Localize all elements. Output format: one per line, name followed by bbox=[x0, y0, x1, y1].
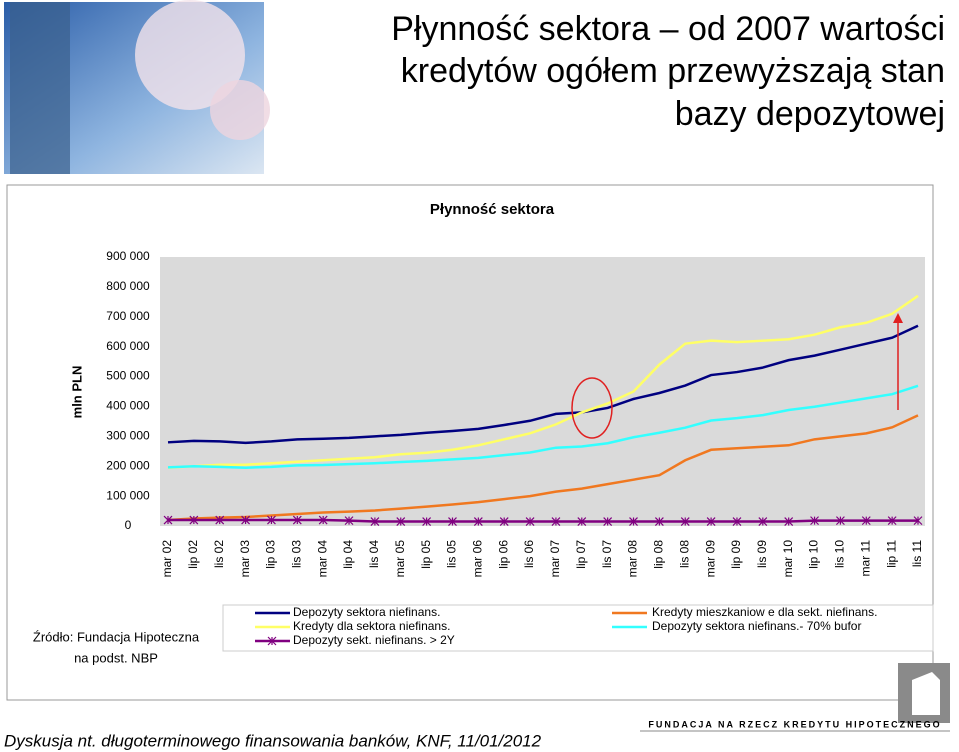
y-tick-label: 400 000 bbox=[106, 399, 150, 413]
legend bbox=[222, 604, 934, 652]
plot-area bbox=[160, 257, 925, 526]
x-tick-label: lip 04 bbox=[341, 540, 355, 569]
x-tick-label: lip 06 bbox=[496, 540, 510, 569]
x-tick-label: lis 02 bbox=[212, 540, 226, 568]
series-marker bbox=[163, 515, 173, 525]
x-tick-label: mar 10 bbox=[781, 540, 795, 578]
series-marker bbox=[551, 517, 561, 526]
series-marker bbox=[577, 517, 587, 526]
series-marker bbox=[215, 515, 225, 525]
series-line bbox=[167, 414, 919, 522]
series-marker bbox=[370, 517, 380, 526]
footer: Dyskusja nt. długoterminowego finansowan… bbox=[4, 731, 542, 750]
series-marker bbox=[861, 516, 871, 526]
series-line bbox=[167, 294, 919, 469]
legend-label: Depozyty sektora niefinans.- 70% bufor bbox=[652, 619, 861, 633]
series-marker bbox=[810, 516, 819, 526]
y-tick-label: 300 000 bbox=[106, 429, 150, 443]
series-marker bbox=[292, 515, 302, 525]
series-marker bbox=[499, 517, 509, 526]
series-marker bbox=[473, 517, 483, 526]
x-tick-label: mar 11 bbox=[858, 540, 872, 577]
source-note: na podst. NBP bbox=[74, 650, 158, 665]
series-marker bbox=[835, 516, 845, 526]
legend-marker bbox=[267, 636, 277, 646]
x-tick-label: mar 08 bbox=[626, 540, 640, 578]
series-line bbox=[168, 518, 918, 523]
slide-title: Płynność sektora – od 2007 wartości bbox=[391, 10, 945, 48]
photo-blossom bbox=[210, 80, 270, 140]
y-tick-label: 100 000 bbox=[106, 488, 150, 502]
legend-label: Kredyty dla sektora niefinans. bbox=[293, 619, 450, 633]
x-tick-label: lip 10 bbox=[807, 540, 821, 569]
x-tick-label: lis 07 bbox=[600, 540, 614, 568]
series-line bbox=[167, 324, 919, 445]
legend-label: Depozyty sektora niefinans. bbox=[293, 605, 440, 619]
series-line bbox=[167, 384, 919, 469]
x-tick-label: mar 06 bbox=[471, 540, 485, 578]
y-tick-label: 500 000 bbox=[106, 369, 150, 383]
x-tick-label: lip 03 bbox=[264, 540, 278, 569]
highlight-circle bbox=[571, 377, 613, 439]
photo-blossom bbox=[135, 0, 245, 110]
x-tick-label: lis 10 bbox=[833, 540, 847, 568]
series-marker bbox=[758, 517, 768, 526]
y-axis-label: mln PLN bbox=[69, 366, 84, 419]
legend-label: Depozyty sekt. niefinans. > 2Y bbox=[293, 633, 455, 647]
slide-title: kredytów ogółem przewyższają stan bbox=[401, 52, 945, 90]
series-marker bbox=[448, 517, 457, 526]
x-tick-label: lis 03 bbox=[289, 540, 303, 568]
x-tick-label: lip 07 bbox=[574, 540, 588, 569]
series-marker bbox=[422, 517, 432, 526]
x-tick-label: lip 02 bbox=[186, 540, 200, 569]
x-tick-label: lip 11 bbox=[884, 540, 898, 568]
x-tick-label: mar 04 bbox=[315, 540, 329, 578]
y-tick-label: 900 000 bbox=[106, 249, 150, 263]
x-tick-label: mar 03 bbox=[238, 540, 252, 578]
series-marker bbox=[887, 516, 897, 526]
x-tick-label: mar 09 bbox=[703, 540, 717, 578]
series-marker bbox=[784, 517, 794, 526]
series-marker bbox=[267, 515, 276, 525]
x-tick-label: lis 06 bbox=[522, 540, 536, 568]
x-tick-label: lis 11 bbox=[910, 540, 924, 567]
series-marker bbox=[603, 517, 613, 526]
source-note: Źródło: Fundacja Hipoteczna bbox=[33, 629, 200, 644]
x-tick-label: lis 04 bbox=[367, 540, 381, 568]
series-marker bbox=[654, 517, 664, 526]
series-marker bbox=[396, 517, 406, 526]
series-marker bbox=[732, 517, 742, 526]
x-tick-label: lip 05 bbox=[419, 540, 433, 569]
series-marker bbox=[913, 516, 923, 526]
y-tick-label: 800 000 bbox=[106, 279, 150, 293]
x-tick-label: lis 05 bbox=[445, 540, 459, 568]
series-marker bbox=[706, 517, 716, 526]
slide-title: bazy depozytowej bbox=[675, 95, 945, 133]
x-tick-label: mar 05 bbox=[393, 540, 407, 578]
photo-building bbox=[10, 2, 70, 174]
x-tick-label: mar 02 bbox=[160, 540, 174, 578]
series-marker bbox=[680, 517, 690, 526]
legend-label: Kredyty mieszkaniow e dla sekt. niefinan… bbox=[652, 605, 877, 619]
logo-shape bbox=[912, 672, 940, 715]
y-tick-label: 200 000 bbox=[106, 458, 150, 472]
logo-text: FUNDACJA NA RZECZ KREDYTU HIPOTECZNEGO bbox=[648, 719, 941, 729]
series-marker bbox=[318, 515, 328, 525]
series-marker bbox=[629, 517, 638, 526]
chart-title: Płynność sektora bbox=[430, 201, 555, 218]
x-tick-label: lis 08 bbox=[677, 540, 691, 568]
y-tick-label: 700 000 bbox=[106, 309, 150, 323]
x-tick-label: lip 09 bbox=[729, 540, 743, 569]
y-tick-label: 0 bbox=[125, 518, 132, 532]
x-tick-label: mar 07 bbox=[548, 540, 562, 578]
series-marker bbox=[344, 516, 354, 526]
series-marker bbox=[525, 517, 535, 526]
series-marker bbox=[241, 515, 251, 525]
arrow-head bbox=[893, 313, 903, 323]
x-tick-label: lip 08 bbox=[652, 540, 666, 569]
series-marker bbox=[189, 515, 199, 525]
x-tick-label: lis 09 bbox=[755, 540, 769, 568]
y-tick-label: 600 000 bbox=[106, 339, 150, 353]
